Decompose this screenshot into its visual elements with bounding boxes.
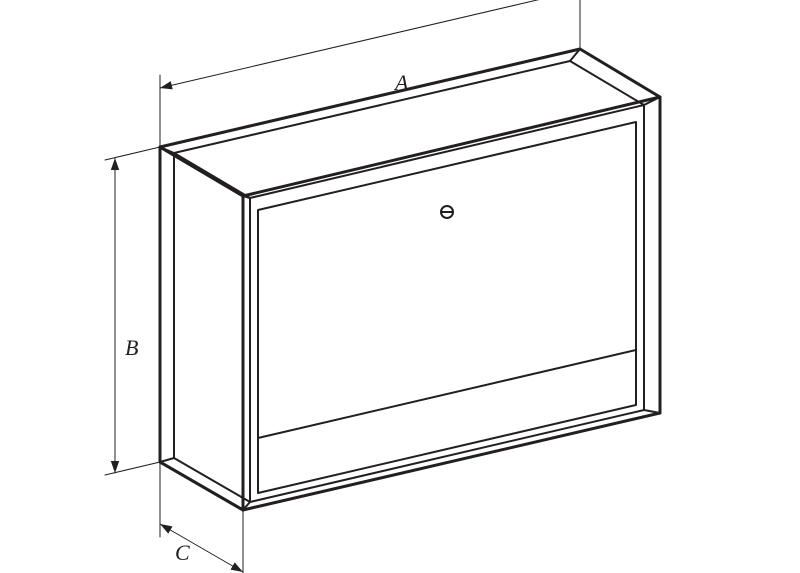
dimension-label-a: A [395,70,408,96]
diagram-stage: A B C [0,0,800,573]
dimension-label-b: B [125,335,138,361]
dimension-label-c: C [175,540,190,566]
